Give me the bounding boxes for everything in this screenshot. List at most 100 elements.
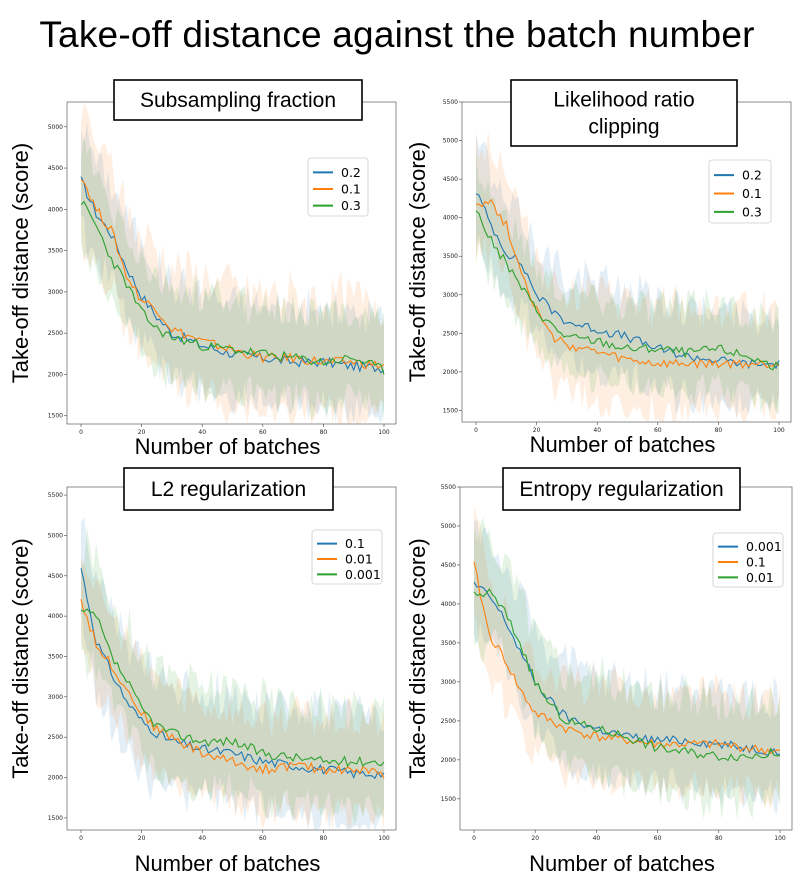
series-line-0.1	[473, 561, 781, 756]
x-tick-label: 60	[259, 835, 267, 842]
y-tick-label: 1500	[48, 815, 63, 822]
band-0.01	[474, 517, 780, 820]
band-0.1	[474, 503, 780, 810]
y-tick-label: 2000	[443, 369, 458, 376]
x-tick-label: 80	[715, 427, 723, 434]
y-tick-label: 5500	[443, 99, 458, 106]
panel-title: L2 regularization	[151, 478, 306, 501]
legend-label: 0.01	[746, 570, 774, 585]
y-tick-label: 2500	[441, 718, 456, 725]
main-title: Take-off distance against the batch numb…	[39, 14, 755, 55]
panel-title: Subsampling fraction	[140, 89, 336, 112]
x-tick-label: 60	[259, 429, 267, 436]
y-tick-label: 3000	[48, 694, 63, 701]
legend-label: 0.3	[742, 204, 762, 219]
x-tick-label: 80	[320, 835, 328, 842]
x-tick-label: 20	[138, 835, 146, 842]
y-tick-label: 3500	[441, 640, 456, 647]
x-tick-label: 0	[79, 429, 83, 436]
panel-title: Likelihood ratio	[553, 89, 694, 112]
panel-title-box	[502, 467, 741, 511]
legend-label: 0.2	[341, 165, 361, 180]
panel-title-box	[123, 467, 334, 511]
x-tick-label: 100	[774, 835, 786, 842]
x-tick-label: 0	[472, 835, 476, 842]
y-tick-label: 2000	[48, 775, 63, 782]
y-axis-label: Take-off distance (score)	[405, 142, 430, 382]
x-tick-label: 100	[773, 427, 785, 434]
series-line-0.1	[80, 568, 385, 780]
x-tick-label: 100	[378, 429, 390, 436]
y-tick-label: 4500	[441, 562, 456, 569]
band-0.001	[81, 526, 384, 825]
band-0.1	[476, 130, 779, 422]
x-axis-label: Number of batches	[135, 434, 321, 459]
legend-label: 0.001	[345, 567, 381, 582]
y-tick-label: 3000	[441, 679, 456, 686]
x-tick-label: 100	[378, 835, 390, 842]
y-tick-label: 2500	[48, 330, 63, 337]
band-0.01	[81, 558, 384, 830]
x-tick-label: 40	[593, 427, 601, 434]
y-tick-label: 2000	[48, 371, 63, 378]
y-tick-label: 4500	[48, 165, 63, 172]
y-tick-label: 3000	[48, 289, 63, 296]
plot-area	[461, 101, 792, 423]
band-0.3	[81, 135, 384, 424]
series-line-0.3	[80, 200, 385, 375]
x-tick-label: 40	[198, 429, 206, 436]
series-line-0.2	[475, 193, 780, 370]
panel-title-box	[510, 79, 738, 147]
band-0.2	[81, 123, 384, 425]
y-tick-label: 4000	[441, 601, 456, 608]
y-tick-label: 4500	[443, 176, 458, 183]
panel-title: Entropy regularization	[519, 478, 723, 501]
legend-label: 0.1	[341, 182, 361, 197]
legend-label: 0.2	[742, 168, 762, 183]
y-tick-label: 5000	[443, 138, 458, 145]
y-tick-label: 3500	[443, 253, 458, 260]
legend-label: 0.01	[345, 552, 373, 567]
band-0.1	[81, 102, 384, 424]
y-tick-label: 4000	[443, 215, 458, 222]
y-tick-label: 3500	[48, 248, 63, 255]
y-tick-label: 5000	[441, 523, 456, 530]
x-tick-label: 80	[320, 429, 328, 436]
y-tick-label: 1500	[441, 796, 456, 803]
series-line-0.2	[80, 176, 385, 374]
series-line-0.1	[475, 198, 780, 370]
x-tick-label: 40	[198, 835, 206, 842]
x-tick-label: 20	[533, 427, 541, 434]
x-tick-label: 60	[654, 427, 662, 434]
band-0.1	[81, 515, 384, 830]
y-tick-label: 5500	[48, 492, 63, 499]
panel-title-box	[113, 79, 363, 121]
legend-label: 0.1	[746, 555, 766, 570]
y-axis-label: Take-off distance (score)	[8, 143, 33, 383]
series-line-0.1	[80, 179, 385, 370]
x-axis-label: Number of batches	[529, 851, 715, 874]
y-tick-label: 5500	[441, 484, 456, 491]
y-tick-label: 1500	[48, 413, 63, 420]
y-tick-label: 4000	[48, 613, 63, 620]
series-line-0.001	[80, 608, 385, 768]
x-tick-label: 0	[474, 427, 478, 434]
y-tick-label: 5000	[48, 124, 63, 131]
y-tick-label: 5000	[48, 532, 63, 539]
y-tick-label: 1500	[443, 407, 458, 414]
y-tick-label: 4000	[48, 206, 63, 213]
series-line-0.3	[475, 210, 780, 371]
x-tick-label: 60	[654, 835, 662, 842]
y-axis-label: Take-off distance (score)	[8, 538, 33, 778]
y-tick-label: 4500	[48, 573, 63, 580]
series-line-0.01	[80, 599, 385, 779]
y-tick-label: 2500	[48, 734, 63, 741]
x-axis-label: Number of batches	[135, 851, 321, 874]
x-tick-label: 20	[138, 429, 146, 436]
legend-label: 0.3	[341, 198, 361, 213]
panel-title: clipping	[588, 116, 659, 139]
y-tick-label: 3000	[443, 292, 458, 299]
y-tick-label: 2500	[443, 330, 458, 337]
legend-label: 0.001	[746, 539, 782, 554]
x-axis-label: Number of batches	[530, 432, 716, 457]
